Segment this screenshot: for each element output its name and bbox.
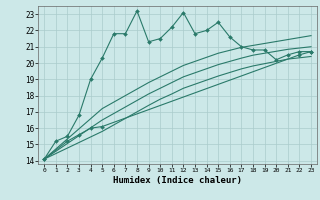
X-axis label: Humidex (Indice chaleur): Humidex (Indice chaleur) (113, 176, 242, 185)
